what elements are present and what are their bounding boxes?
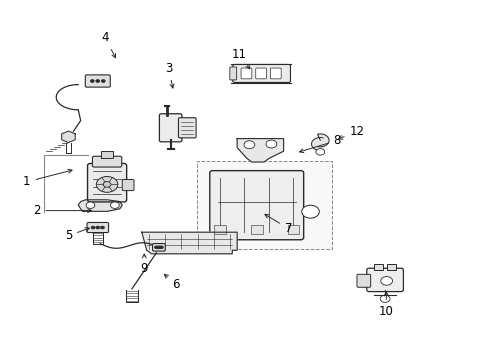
Bar <box>386 264 395 270</box>
Polygon shape <box>237 139 283 162</box>
Circle shape <box>265 140 276 148</box>
Text: 11: 11 <box>232 48 249 69</box>
Text: 1: 1 <box>23 169 72 188</box>
Circle shape <box>315 149 324 155</box>
Circle shape <box>91 226 95 229</box>
Bar <box>250 225 262 234</box>
Text: 5: 5 <box>64 228 89 242</box>
Polygon shape <box>317 134 328 147</box>
Bar <box>214 225 225 234</box>
FancyBboxPatch shape <box>270 68 281 79</box>
Bar <box>196 161 331 249</box>
Circle shape <box>86 202 95 208</box>
Bar <box>287 225 299 234</box>
FancyBboxPatch shape <box>152 243 165 251</box>
Polygon shape <box>78 200 122 211</box>
Circle shape <box>159 246 163 249</box>
Text: 4: 4 <box>101 31 115 58</box>
FancyBboxPatch shape <box>87 163 126 202</box>
Text: 2: 2 <box>33 204 91 217</box>
FancyBboxPatch shape <box>229 67 236 80</box>
FancyBboxPatch shape <box>87 222 108 233</box>
Text: 7: 7 <box>264 215 292 235</box>
FancyBboxPatch shape <box>356 274 370 287</box>
FancyBboxPatch shape <box>92 156 122 167</box>
Circle shape <box>301 205 319 218</box>
FancyBboxPatch shape <box>85 75 110 87</box>
FancyBboxPatch shape <box>241 68 251 79</box>
Circle shape <box>380 276 392 285</box>
Circle shape <box>90 80 94 82</box>
FancyBboxPatch shape <box>232 64 290 82</box>
Circle shape <box>380 295 389 302</box>
Circle shape <box>101 80 105 82</box>
Circle shape <box>157 246 161 249</box>
Text: 8: 8 <box>299 134 341 153</box>
Circle shape <box>96 176 118 192</box>
Polygon shape <box>142 232 237 254</box>
Text: 10: 10 <box>378 292 393 318</box>
Bar <box>101 151 113 158</box>
FancyBboxPatch shape <box>178 118 196 138</box>
Circle shape <box>101 226 104 229</box>
Bar <box>373 264 382 270</box>
Text: 3: 3 <box>164 62 174 88</box>
FancyBboxPatch shape <box>255 68 266 79</box>
Circle shape <box>103 181 111 187</box>
Text: 9: 9 <box>140 254 148 275</box>
Text: 6: 6 <box>164 274 180 291</box>
FancyBboxPatch shape <box>366 268 403 292</box>
Text: 12: 12 <box>338 125 364 139</box>
Polygon shape <box>311 138 323 150</box>
FancyBboxPatch shape <box>122 179 134 190</box>
FancyBboxPatch shape <box>209 171 303 240</box>
Circle shape <box>96 80 100 82</box>
Circle shape <box>96 226 100 229</box>
Circle shape <box>154 246 158 249</box>
Circle shape <box>244 141 254 149</box>
Circle shape <box>110 202 119 208</box>
FancyBboxPatch shape <box>159 114 182 142</box>
Polygon shape <box>61 131 75 143</box>
